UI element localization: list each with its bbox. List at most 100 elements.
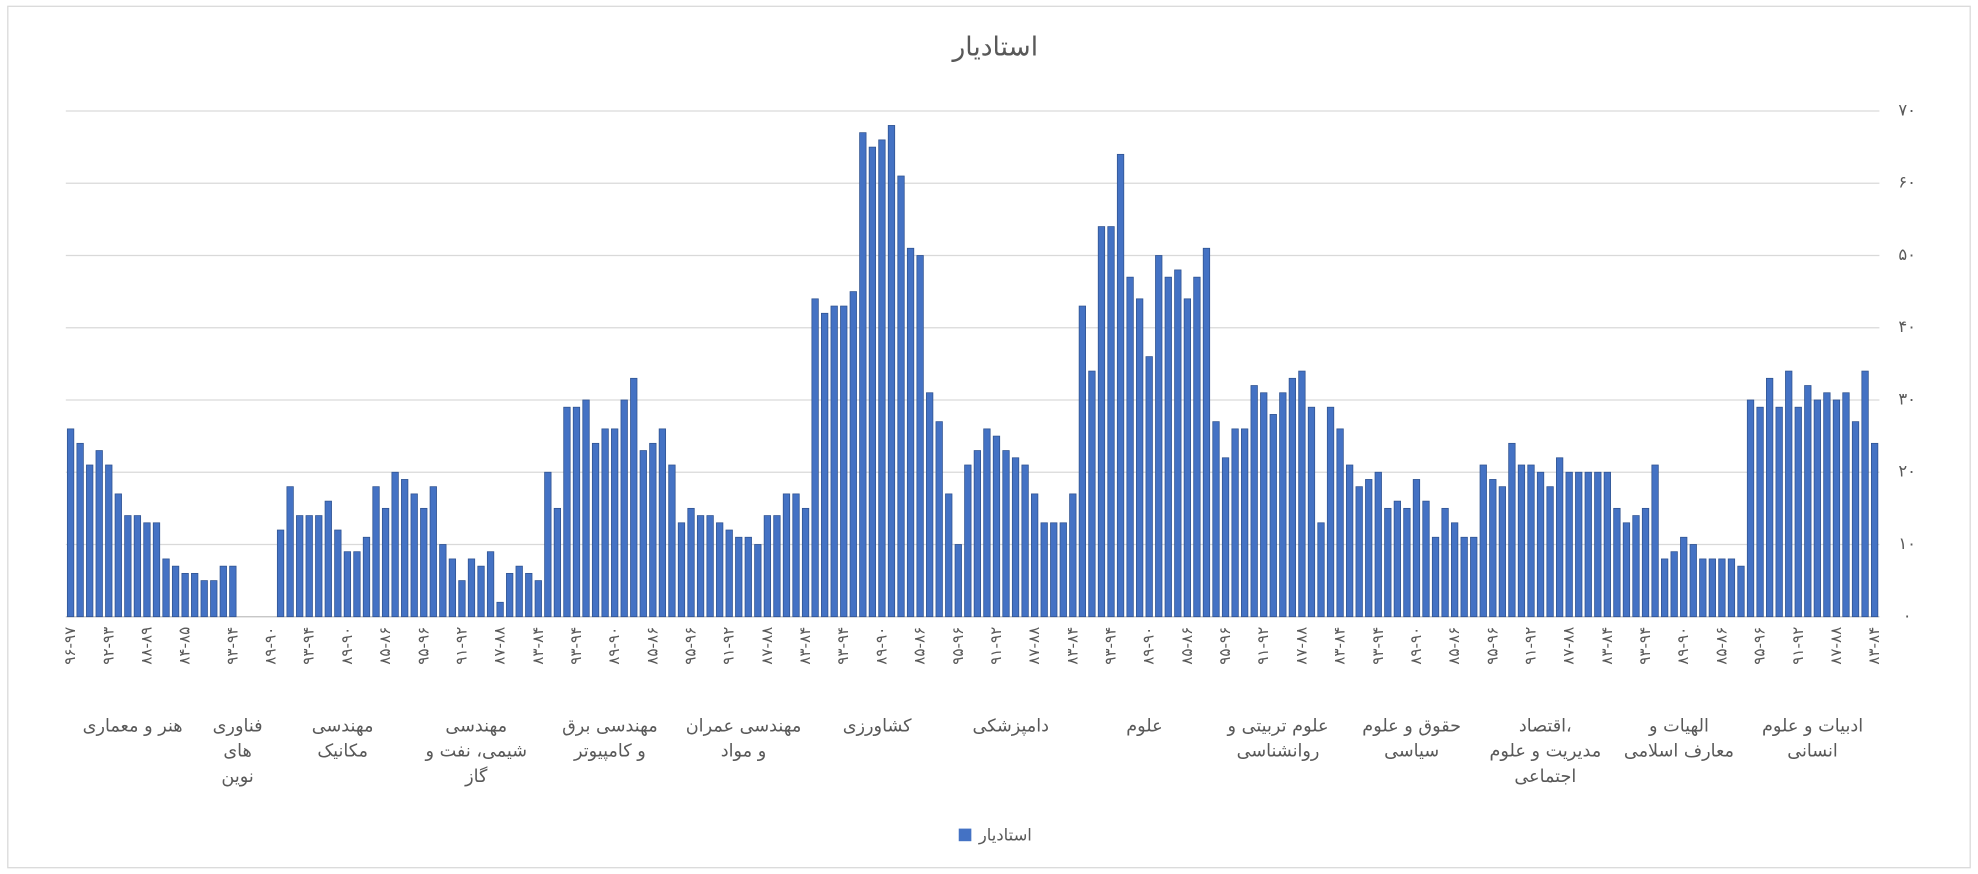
bar <box>887 125 896 618</box>
bar <box>1746 399 1755 618</box>
x-tick-label: ۸۵-۸۶ <box>1178 627 1196 665</box>
bar <box>1680 536 1688 618</box>
y-tick-label: ۲۰ <box>1898 462 1916 481</box>
bar <box>1212 421 1220 618</box>
bar <box>1766 377 1774 618</box>
bar <box>716 522 724 618</box>
bar <box>1365 479 1373 618</box>
bar <box>1145 356 1153 618</box>
bar <box>1097 226 1106 618</box>
bar <box>582 399 590 618</box>
group-label: روانشناسی <box>1237 742 1320 762</box>
bar <box>1460 536 1468 618</box>
x-tick-label: ۸۹-۹۰ <box>1407 627 1425 665</box>
bar <box>935 421 943 618</box>
x-tick-label: ۹۵-۹۶ <box>1216 627 1234 665</box>
bar <box>1670 551 1678 618</box>
bar <box>1517 464 1526 618</box>
group-label: مهندسی برق <box>562 716 658 736</box>
bar <box>1164 276 1172 618</box>
bar <box>1613 507 1621 618</box>
bar <box>1279 392 1287 618</box>
bar <box>124 515 132 618</box>
bar <box>544 471 552 618</box>
bar <box>954 544 962 618</box>
x-tick-label: ۸۵-۸۶ <box>643 627 661 665</box>
bar <box>296 515 304 618</box>
group-label: الهیات و <box>1648 716 1709 736</box>
x-tick-label: ۹۳-۹۴ <box>834 627 852 665</box>
x-tick-label: ۹۱-۹۲ <box>720 627 738 665</box>
bar <box>1040 522 1048 618</box>
x-tick-label: ۹۳-۹۴ <box>1369 627 1387 665</box>
bar <box>553 507 562 618</box>
bar <box>1088 370 1096 618</box>
bar <box>143 522 151 618</box>
x-tick-label: ۹۵-۹۶ <box>1751 627 1769 665</box>
bar <box>401 479 409 618</box>
bar <box>1718 558 1726 618</box>
x-tick-label: ۹۱-۹۲ <box>1521 627 1539 665</box>
bar <box>525 572 533 618</box>
bar <box>1737 565 1745 618</box>
bar <box>1622 522 1631 618</box>
group-label: حقوق و علوم <box>1362 716 1461 736</box>
bar <box>114 493 122 618</box>
bar <box>1536 471 1545 618</box>
x-tick-label: ۹۳-۹۴ <box>223 627 241 665</box>
group-label: دامپزشکی <box>973 716 1050 736</box>
x-tick-label: ۹۵-۹۶ <box>414 627 432 665</box>
x-tick-label: ۹۳-۹۴ <box>567 627 585 665</box>
bar <box>1116 153 1125 618</box>
bar <box>1050 522 1058 618</box>
group-label: اقتصاد، <box>1519 716 1572 736</box>
bar <box>878 139 886 618</box>
x-tick-label: ۹۱-۹۲ <box>1254 627 1272 665</box>
group-label: مهندسی <box>312 716 374 736</box>
bar <box>1498 486 1506 618</box>
bar <box>821 312 829 618</box>
x-tick-label: ۸۵-۸۶ <box>1712 627 1730 665</box>
bar <box>830 305 838 618</box>
bar <box>1011 457 1020 618</box>
bar <box>410 493 418 618</box>
bar <box>572 406 581 618</box>
x-tick-label: ۸۹-۹۰ <box>872 627 890 665</box>
x-tick-label: ۸۳-۸۴ <box>1063 627 1081 665</box>
bar <box>1661 558 1669 618</box>
bar <box>1126 276 1134 618</box>
bar <box>534 580 542 618</box>
bar <box>429 486 437 618</box>
bar <box>1002 450 1010 618</box>
bar <box>868 146 877 618</box>
bar <box>152 522 161 618</box>
bar <box>1708 558 1716 618</box>
y-tick-label: ۷۰ <box>1898 100 1916 119</box>
bar <box>276 529 285 618</box>
bar <box>324 500 332 618</box>
bar <box>744 536 752 618</box>
bar <box>1059 522 1067 618</box>
bar <box>1527 464 1535 618</box>
bar <box>420 507 428 618</box>
bar <box>1851 421 1860 618</box>
bar <box>286 486 294 618</box>
bar <box>1870 442 1879 618</box>
bar <box>1078 305 1086 618</box>
bar <box>76 442 84 618</box>
bar <box>515 565 523 618</box>
bar <box>639 450 647 618</box>
bar <box>983 428 991 618</box>
x-tick-label: ۸۹-۹۰ <box>262 627 280 665</box>
bar <box>506 572 514 618</box>
group-label: علوم تربیتی و <box>1227 716 1329 736</box>
group-label: فناوری <box>213 716 263 736</box>
bar <box>305 515 313 618</box>
bar <box>486 551 495 618</box>
bar <box>601 428 609 618</box>
bar <box>696 515 705 618</box>
bar <box>1403 507 1411 618</box>
bar <box>1546 486 1554 618</box>
bar <box>735 536 743 618</box>
x-tick-label: ۹۵-۹۶ <box>1483 627 1501 665</box>
